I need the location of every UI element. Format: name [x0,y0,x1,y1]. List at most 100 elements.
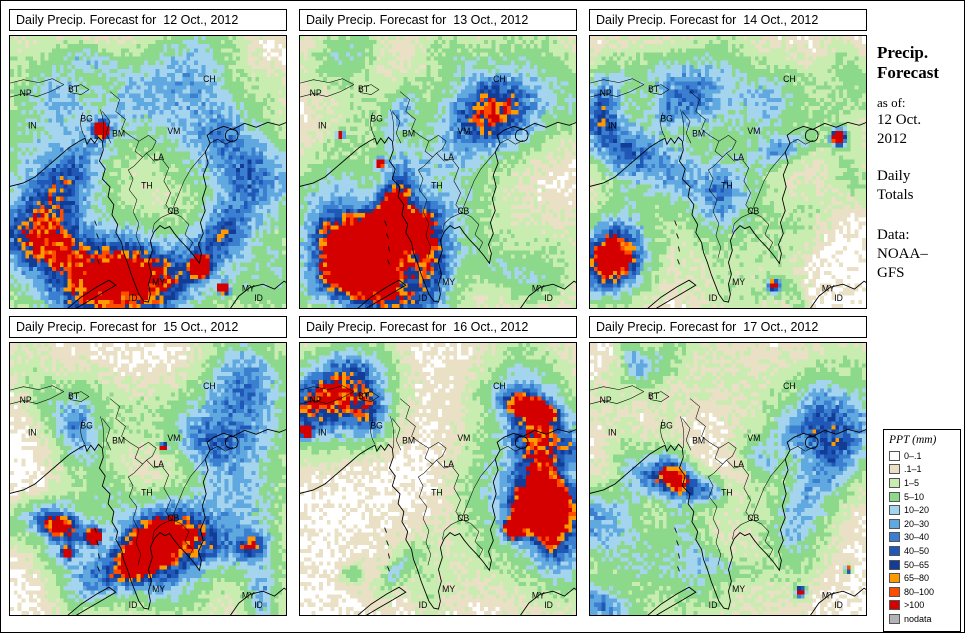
map-label-th: TH [141,487,153,497]
map-label-vm: VM [167,433,180,443]
sidebar-heading-line: Precip. [877,43,929,62]
map-label-id: ID [419,600,428,610]
map-area: NP BT CH IN BG BM VM LA TH CB MY MY ID ID [9,35,287,309]
map-area: NP BT CH IN BG BM VM LA TH CB MY MY ID ID [299,35,577,309]
legend-label: 0–.1 [904,450,922,461]
map-label-la: LA [153,459,164,469]
legend-row: 20–30 [889,517,955,531]
legend-row: 1–5 [889,476,955,490]
panel-title-text: Daily Precip. Forecast for 15 Oct., 2012 [16,320,239,334]
totals-line: Totals [877,186,914,203]
coastlines [590,121,866,308]
map-label-bt: BT [68,84,80,94]
map-label-bg: BG [370,421,383,431]
map-label-id: ID [254,293,263,303]
legend-swatch [889,586,900,597]
map-area: NP BT CH IN BG BM VM LA TH CB MY MY ID ID [589,342,867,616]
sidebar-totals: Daily Totals [877,167,963,205]
map-label-vm: VM [167,126,180,136]
map-label-my: MY [822,284,835,294]
forecast-panel: Daily Precip. Forecast for 14 Oct., 2012 [589,9,867,309]
map-label-bm: BM [692,129,705,139]
country-borders [590,78,814,259]
map-label-bt: BT [358,84,370,94]
map-label-my: MY [532,284,545,294]
legend-label: 40–50 [904,545,930,556]
legend-row: 65–80 [889,571,955,585]
map-label-bg: BG [660,114,673,124]
map-label-vm: VM [747,126,760,136]
map-label-vm: VM [747,433,760,443]
legend-label: 65–80 [904,573,930,584]
legend-row: 5–10 [889,490,955,504]
map-label-id: ID [129,600,138,610]
map-label-my: MY [152,584,165,594]
map-label-id: ID [544,293,553,303]
coastlines [300,121,576,308]
map-label-id: ID [129,293,138,303]
legend-swatch [889,450,900,461]
map-label-id: ID [834,600,843,610]
map-label-bm: BM [112,129,125,139]
legend-label: 10–20 [904,505,930,516]
legend-row: 10–20 [889,503,955,517]
map-label-my: MY [732,584,745,594]
coastlines [10,121,286,308]
legend-swatch [889,600,900,611]
map-label-my: MY [242,591,255,601]
forecast-panel: Daily Precip. Forecast for 15 Oct., 2012 [9,316,287,616]
map-label-in: IN [318,427,327,437]
precip-raster [590,343,866,615]
map-label-bg: BG [370,114,383,124]
legend-label: .1–1 [904,464,922,475]
map-area: NP BT CH IN BG BM VM LA TH CB MY MY ID ID [9,342,287,616]
legend-label: 80–100 [904,586,935,597]
map-label-in: IN [28,427,37,437]
legend-title: PPT (mm) [889,434,937,446]
forecast-panel: Daily Precip. Forecast for 12 Oct., 2012 [9,9,287,309]
sidebar-heading: Precip. Forecast [877,43,963,83]
panel-title-text: Daily Precip. Forecast for 17 Oct., 2012 [596,320,819,334]
map-label-th: TH [721,487,733,497]
legend-swatch [889,559,900,570]
map-label-my: MY [152,277,165,287]
map-label-cb: CB [457,513,469,523]
map-label-np: NP [310,88,322,98]
map-label-in: IN [608,120,617,130]
coastlines [590,428,866,615]
panel-title: Daily Precip. Forecast for 15 Oct., 2012 [9,316,287,338]
map-label-my: MY [442,277,455,287]
map-label-bm: BM [402,129,415,139]
legend-label: 50–65 [904,559,930,570]
map-label-bg: BG [660,421,673,431]
precip-raster [300,36,576,308]
map-label-ch: CH [203,381,215,391]
asof-date-line: 2012 [877,131,907,148]
map-label-my: MY [532,591,545,601]
map-label-ch: CH [493,74,505,84]
map-label-vm: VM [457,126,470,136]
map-label-in: IN [318,120,327,130]
forecast-panel: Daily Precip. Forecast for 16 Oct., 2012 [299,316,577,616]
map-label-bt: BT [648,84,660,94]
legend-swatch [889,505,900,516]
legend-row: >100 [889,599,955,613]
legend-swatch [889,518,900,529]
panel-title: Daily Precip. Forecast for 16 Oct., 2012 [299,316,577,338]
map-label-th: TH [431,487,443,497]
map-label-th: TH [141,180,153,190]
legend-row: 40–50 [889,544,955,558]
data-source-line: Data: [877,227,910,244]
map-label-ch: CH [783,74,795,84]
forecast-panel: Daily Precip. Forecast for 13 Oct., 2012 [299,9,577,309]
map-label-bm: BM [402,436,415,446]
data-source-line: NOAA– [877,246,928,263]
